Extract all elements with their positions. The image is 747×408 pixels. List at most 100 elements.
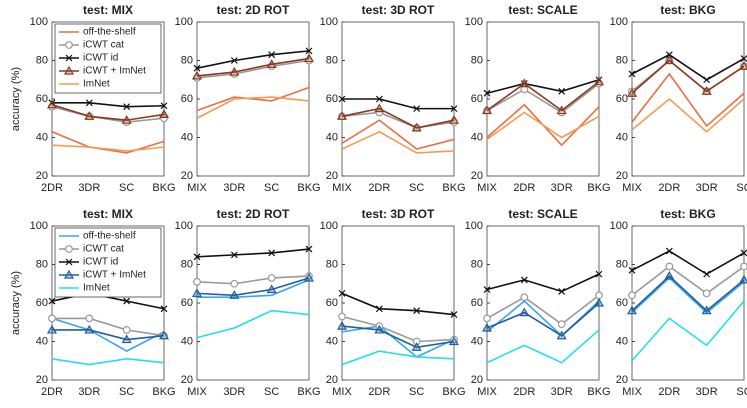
- line: [631, 300, 745, 362]
- legend-label: iCWT + ImNet: [83, 270, 146, 281]
- y-tick-label: 80: [326, 258, 338, 270]
- line: [631, 276, 745, 314]
- marker: [266, 284, 277, 294]
- marker: [519, 307, 530, 317]
- marker: [558, 87, 566, 95]
- series: [338, 289, 458, 318]
- x-tick-label: SC: [409, 386, 424, 398]
- series: [481, 297, 605, 340]
- y-tick-label: 100: [30, 220, 48, 232]
- marker: [48, 297, 56, 305]
- legend-label: iCWT cat: [83, 244, 124, 255]
- line: [51, 105, 165, 123]
- line: [196, 248, 310, 258]
- line: [341, 315, 455, 343]
- marker: [338, 289, 346, 297]
- marker: [628, 266, 636, 274]
- marker: [267, 274, 276, 282]
- marker: [158, 109, 170, 118]
- marker: [520, 293, 529, 302]
- line: [52, 329, 165, 341]
- y-tick-label: 100: [175, 220, 193, 232]
- plot-area: [341, 225, 455, 381]
- marker: [160, 305, 168, 313]
- y-tick-label: 100: [175, 16, 193, 28]
- marker: [375, 305, 383, 313]
- y-tick-label: 60: [471, 93, 483, 105]
- series: [341, 130, 455, 154]
- line: [196, 277, 310, 297]
- y-tick-label: 20: [36, 374, 48, 386]
- x-tick-label: MIX: [187, 182, 207, 194]
- marker: [375, 95, 383, 103]
- y-tick-label: 100: [320, 220, 338, 232]
- x-tick-label: 3DR: [223, 386, 245, 398]
- x-tick-label: BKG: [442, 386, 465, 398]
- series: [631, 276, 745, 314]
- x-tick-label: BKG: [297, 182, 320, 194]
- series: [631, 300, 745, 362]
- marker: [665, 51, 673, 59]
- line: [196, 50, 310, 69]
- x-tick-label: BKG: [587, 182, 610, 194]
- line: [197, 279, 310, 299]
- marker: [701, 305, 712, 315]
- line: [196, 57, 310, 77]
- marker: [702, 289, 711, 298]
- y-tick-label: 40: [471, 131, 483, 143]
- marker: [230, 57, 238, 64]
- x-tick-label: 3DR: [223, 182, 245, 194]
- legend-marker: [65, 54, 73, 62]
- marker: [229, 66, 240, 76]
- line: [631, 250, 745, 276]
- y-tick-label: 60: [326, 297, 338, 309]
- x-tick-label: SC: [119, 182, 134, 194]
- plot-area: [486, 225, 600, 381]
- x-tick-label: 2DR: [513, 182, 535, 194]
- y-tick-label: 100: [610, 220, 628, 232]
- marker: [121, 334, 132, 344]
- marker: [556, 330, 567, 340]
- x-tick-label: MIX: [622, 386, 642, 398]
- marker: [703, 270, 711, 278]
- line: [486, 329, 600, 364]
- y-tick-label: 20: [326, 374, 338, 386]
- marker: [557, 320, 566, 329]
- y-tick-label: 40: [616, 335, 628, 347]
- y-tick-label: 40: [326, 131, 338, 143]
- series: [481, 76, 605, 115]
- marker: [160, 102, 168, 110]
- marker: [628, 70, 636, 78]
- marker: [230, 251, 238, 259]
- series: [51, 130, 165, 154]
- y-tick-label: 80: [471, 258, 483, 270]
- y-tick-label: 80: [181, 54, 193, 66]
- y-tick-label: 60: [616, 93, 628, 105]
- marker: [230, 279, 239, 288]
- line: [341, 119, 455, 150]
- x-tick-label: BKG: [152, 182, 175, 194]
- y-tick-label: 20: [326, 170, 338, 182]
- marker: [740, 55, 747, 62]
- series: [486, 329, 600, 364]
- y-tick-label: 100: [465, 16, 483, 28]
- y-tick-label: 20: [181, 374, 193, 386]
- marker: [593, 297, 605, 307]
- marker: [84, 111, 95, 120]
- series: [483, 270, 603, 295]
- series: [46, 324, 170, 344]
- marker: [664, 55, 675, 65]
- marker: [448, 114, 460, 124]
- marker: [266, 59, 277, 68]
- marker: [123, 103, 131, 111]
- marker: [413, 307, 421, 315]
- series: [336, 320, 460, 351]
- line: [196, 86, 310, 112]
- line: [631, 97, 745, 133]
- line: [341, 325, 455, 358]
- y-tick-label: 40: [181, 131, 193, 143]
- line: [51, 130, 165, 154]
- x-tick-label: BKG: [152, 386, 175, 398]
- series: [626, 270, 747, 315]
